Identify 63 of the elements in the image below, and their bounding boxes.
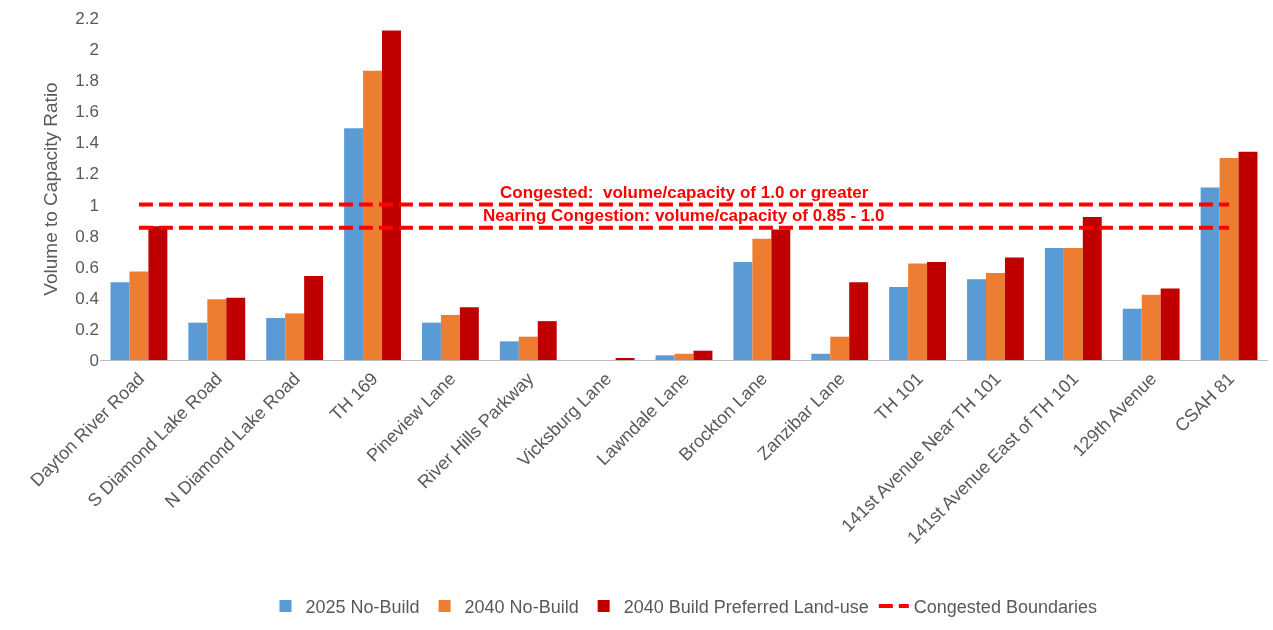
bar [849,282,869,360]
bar [499,341,519,360]
y-tick-label: 1 [89,195,99,215]
bar [148,226,168,360]
bar [733,262,753,360]
bar [1141,294,1161,360]
bar [927,262,947,360]
annotation: Congested: volume/capacity of 1.0 or greater [500,183,869,202]
legend-label: 2040 Build Preferred Land-use [623,596,869,617]
bar [226,297,246,360]
bar [363,70,383,360]
bar [266,318,286,360]
y-tick-label: 0.6 [75,257,99,277]
bar [1219,157,1239,360]
y-tick-label: 0.4 [75,288,99,308]
y-tick-label: 2.2 [75,8,99,28]
bar [518,336,538,360]
bar [129,271,149,360]
bar [440,314,460,360]
bar [655,355,675,360]
bar [830,336,850,360]
bar [1082,216,1102,360]
bar [1238,151,1258,360]
bar [285,313,305,360]
y-tick-label: 1.4 [75,133,99,153]
y-tick-label: 1.6 [75,102,99,122]
bar [752,238,772,360]
bar [110,282,130,360]
bar [771,229,791,360]
annotation: Nearing Congestion: volume/capacity of 0.85 - 1.0 [483,206,885,225]
bar [1004,257,1024,360]
bar [1160,288,1180,360]
x-tick-label: TH 101 [870,368,927,425]
bar [985,272,1005,360]
bar [537,321,557,360]
y-axis-title: Volume to Capacity Ratio [40,82,62,296]
bar [344,128,364,360]
y-tick-label: 0.8 [75,226,99,246]
y-tick-label: 0.2 [75,319,99,339]
bar [1063,248,1083,360]
bar [207,299,227,360]
legend-label: Congested Boundaries [913,596,1097,617]
bar [674,353,694,360]
bar [382,30,401,360]
bar [1200,187,1220,360]
bar [1044,248,1064,360]
bar [304,276,324,360]
bar [1122,308,1142,360]
bar [908,263,928,360]
bar [188,322,208,360]
y-tick-label: 1.8 [75,71,99,91]
bar [967,279,986,360]
bar [421,322,441,360]
bar [693,350,713,360]
bar [811,353,831,360]
bar [889,286,909,360]
y-tick-label: 1.2 [75,164,99,184]
x-tick-label: TH 169 [325,368,382,425]
bar [459,307,479,360]
y-tick-label: 0 [89,350,99,370]
legend-label: 2040 No-Build [464,596,579,617]
y-tick-label: 2 [89,40,99,60]
legend-label: 2025 No-Build [305,596,420,617]
